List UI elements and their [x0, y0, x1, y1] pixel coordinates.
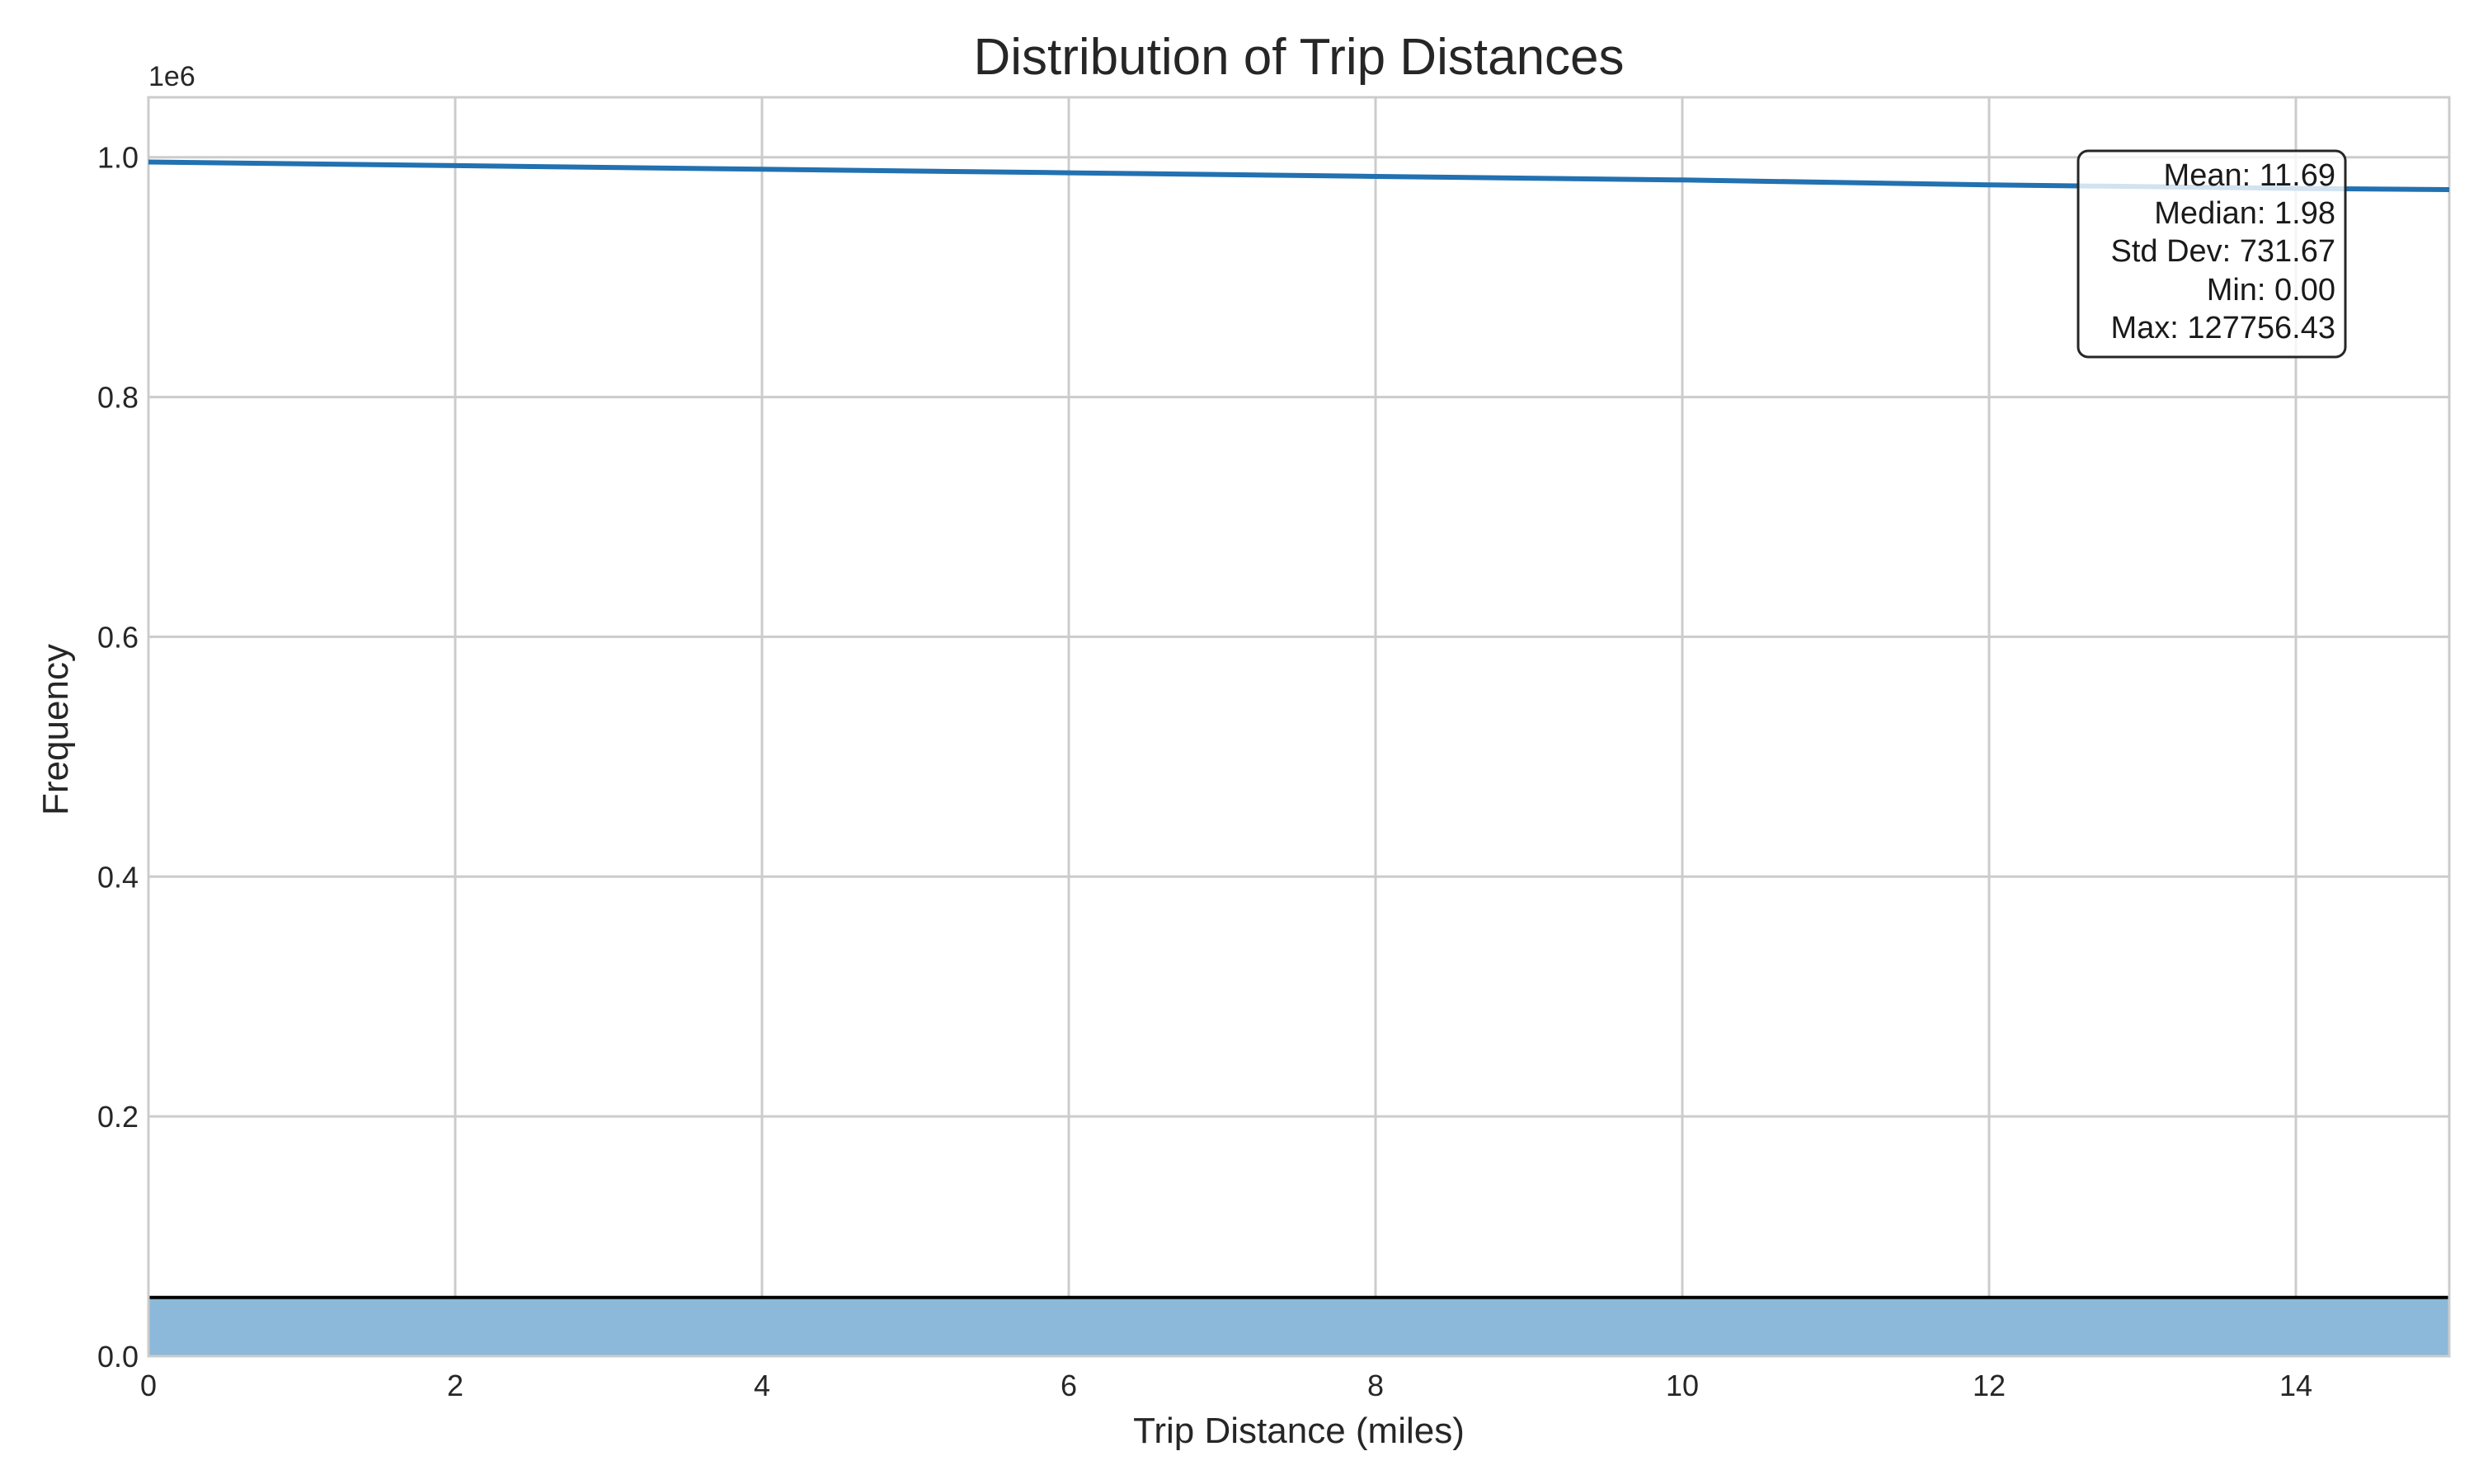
x-tick-label: 8 [1367, 1369, 1384, 1402]
x-tick-label: 2 [447, 1369, 463, 1402]
x-tick-label: 0 [140, 1369, 157, 1402]
stat-min: Min: 0.00 [2207, 273, 2335, 308]
grid [147, 97, 2449, 1358]
y-axis-ticks: 0.0 0.2 0.4 0.6 0.8 1.0 [97, 141, 139, 1374]
plot-frame [147, 96, 2451, 1358]
y-tick-label: 0.2 [97, 1100, 139, 1134]
x-tick-label: 4 [754, 1369, 770, 1402]
stats-box-frame [2077, 149, 2347, 359]
y-tick-label: 0.0 [97, 1340, 139, 1374]
stat-mean: Mean: 11.69 [2164, 158, 2335, 193]
y-tick-label: 0.8 [97, 381, 139, 415]
y-offset-label: 1e6 [148, 61, 195, 92]
stat-max: Max: 127756.43 [2110, 311, 2335, 345]
stat-median: Median: 1.98 [2154, 196, 2335, 231]
x-tick-label: 14 [2279, 1369, 2312, 1402]
x-tick-label: 10 [1666, 1369, 1699, 1402]
histogram-bars [148, 1295, 2449, 1356]
y-tick-label: 1.0 [97, 141, 139, 175]
stats-box: Mean: 11.69 Median: 1.98 Std Dev: 731.67… [2077, 149, 2347, 359]
x-tick-label: 12 [1973, 1369, 2006, 1402]
x-axis-ticks: 0 2 4 6 8 10 12 14 [140, 1369, 2312, 1402]
histogram-bar [148, 1297, 2449, 1356]
chart-title: Distribution of Trip Distances [973, 29, 1624, 86]
y-axis-label: Frequency [35, 644, 76, 815]
plot-area: Mean: 11.69 Median: 1.98 Std Dev: 731.67… [147, 96, 2451, 1358]
x-tick-label: 6 [1061, 1369, 1077, 1402]
plot-background [148, 97, 2449, 1356]
x-axis-label: Trip Distance (miles) [1133, 1411, 1465, 1451]
y-tick-label: 0.4 [97, 860, 139, 894]
stat-std-dev: Std Dev: 731.67 [2110, 234, 2335, 269]
y-tick-label: 0.6 [97, 620, 139, 654]
